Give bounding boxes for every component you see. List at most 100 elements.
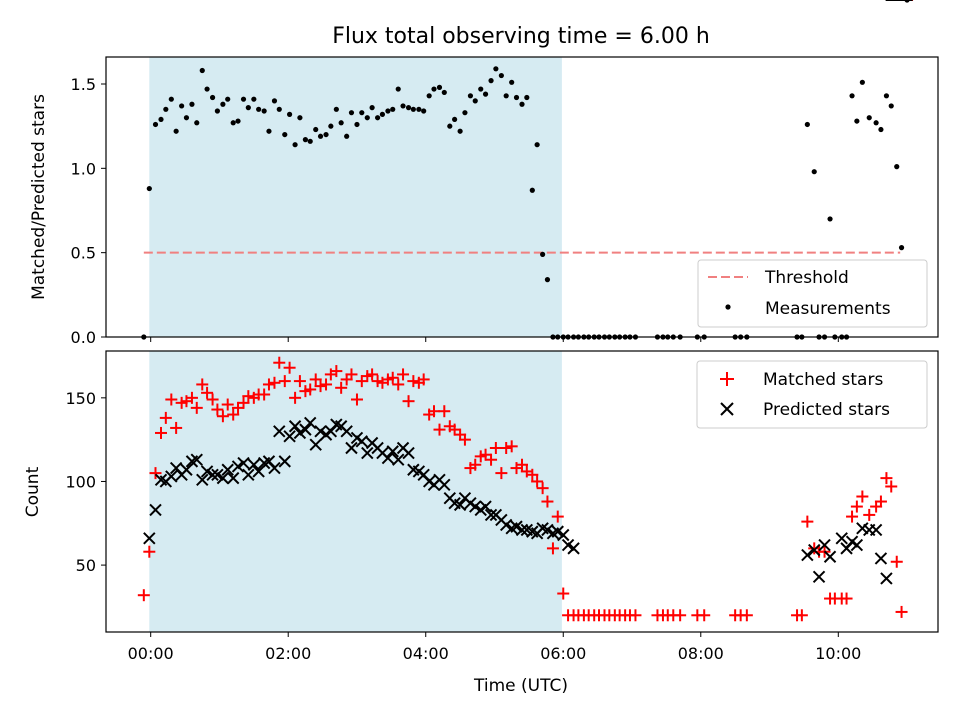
top-panel: 0.0 0.5 1.0 1.5 Matched/Predicted stars Thr… (29, 0, 939, 347)
predicted-star-point (869, 523, 883, 537)
measurement-point (431, 86, 437, 92)
measurement-point (313, 126, 319, 133)
matched-star-point (355, 375, 368, 388)
matched-star-point (495, 467, 508, 480)
measurement-point (189, 101, 195, 107)
matched-star-point (216, 410, 229, 423)
legend-predicted-label: Predicted stars (763, 400, 890, 420)
matched-star-point (500, 442, 513, 455)
measurement-point (503, 93, 509, 99)
measurement-point (168, 96, 174, 102)
matched-star-point (850, 500, 863, 513)
measurement-point (540, 251, 546, 257)
measurement-point (183, 115, 190, 121)
measurement-point (878, 126, 884, 133)
matched-star-point (366, 368, 379, 381)
matched-star-point (505, 440, 518, 453)
matched-star-point (262, 378, 275, 391)
y-tick-label: 0.0 (71, 328, 96, 347)
predicted-star-point (242, 468, 255, 481)
measurement-point (266, 128, 272, 134)
matched-star-point (516, 458, 528, 471)
measurement-point (152, 121, 159, 128)
predicted-star-point (361, 446, 374, 460)
measurement-point (297, 115, 303, 121)
matched-star-point (531, 475, 544, 488)
measurement-points (141, 0, 910, 340)
legend-matched-swatch (720, 372, 734, 386)
bottom-axes-frame (105, 350, 939, 633)
predicted-star-point (216, 471, 230, 485)
measurement-point (292, 142, 298, 148)
measurement-point (390, 106, 396, 112)
measurement-point (534, 142, 540, 148)
predicted-star-point (345, 441, 358, 455)
predicted-star-point (340, 425, 353, 438)
matched-star-point (557, 587, 570, 600)
measurement-point (354, 121, 360, 128)
bottom-legend: Matched stars Predicted stars (696, 360, 928, 429)
predicted-star-point (293, 426, 307, 440)
predicted-star-point (206, 468, 219, 481)
matched-star-point (289, 391, 302, 404)
matched-star-point (489, 442, 502, 455)
predicted-star-point (880, 572, 893, 585)
measurement-point (348, 110, 355, 116)
measurement-point (436, 84, 443, 90)
measurement-point (859, 79, 865, 85)
measurement-point (827, 216, 833, 222)
matched-star-point (546, 542, 559, 555)
measurement-point (359, 110, 365, 116)
measurement-point (395, 86, 401, 92)
predicted-star-point (874, 552, 888, 565)
top-legend-box (697, 259, 928, 328)
measurement-point (302, 137, 309, 143)
predicted-star-point (278, 455, 291, 468)
x-tick-label: 04:00 (403, 644, 449, 663)
matched-star-point (541, 495, 554, 508)
x-tick-label: 00:00 (128, 644, 174, 663)
measurement-point (230, 120, 236, 126)
measurement-point (509, 79, 515, 85)
matched-star-point (273, 356, 286, 369)
measurement-point (482, 91, 489, 97)
matched-star-point (469, 458, 482, 471)
matched-star-point (874, 495, 887, 508)
predicted-star-point (484, 508, 498, 522)
predicted-star-point (386, 445, 399, 458)
predicted-star-point (823, 550, 837, 563)
predicted-star-point (252, 465, 265, 478)
legend-predicted-swatch (720, 402, 734, 416)
matched-star-point (863, 508, 876, 521)
matched-star-point (211, 403, 224, 416)
top-legend: Threshold Measurements (697, 259, 928, 328)
measurement-point (364, 115, 370, 121)
measurement-point (286, 111, 293, 117)
y-tick-label: 0.5 (71, 244, 96, 263)
matched-star-point (536, 482, 549, 495)
predicted-star-point (499, 518, 513, 532)
measurement-point (385, 108, 391, 114)
matched-star-point (392, 378, 405, 391)
measurement-point (472, 98, 478, 104)
measurement-point (804, 121, 810, 128)
measurement-point (379, 111, 386, 117)
predicted-star-point (567, 542, 580, 555)
measurement-point (276, 106, 282, 112)
matched-star-point (330, 365, 343, 378)
predicted-star-point (808, 543, 821, 557)
predicted-star-point (314, 425, 327, 438)
matched-star-point (890, 555, 903, 568)
matched-star-point (268, 376, 281, 389)
measurement-point (894, 164, 900, 170)
matched-star-point (427, 405, 440, 418)
matched-star-point (293, 375, 306, 388)
measurement-point (866, 115, 872, 121)
measurement-point (888, 103, 894, 109)
measurement-point (220, 101, 226, 107)
y-tick-label: 150 (65, 389, 96, 408)
legend-threshold-label: Threshold (764, 268, 849, 288)
measurement-point (854, 118, 860, 124)
matched-star-point (526, 468, 539, 481)
matched-star-point (137, 589, 150, 602)
